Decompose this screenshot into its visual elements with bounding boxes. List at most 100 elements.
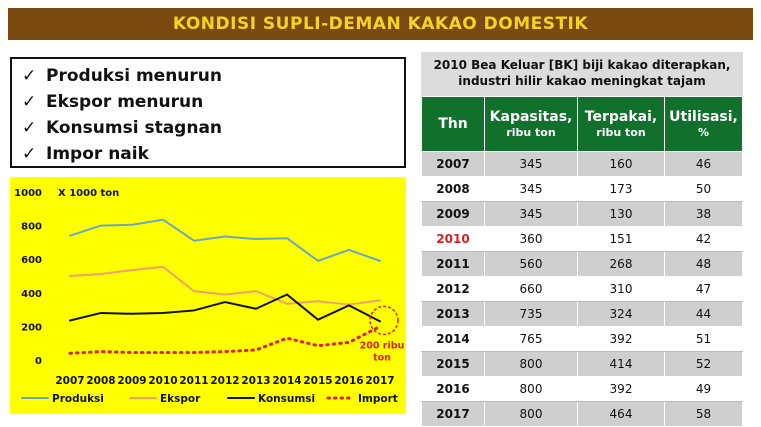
series-line-ekspor [69,265,381,306]
table-row: 2008 345 173 50 [421,176,743,202]
checklist-item-label: Ekspor menurun [46,92,204,112]
cell-utilization: 44 [664,301,743,327]
cell-utilization: 52 [664,351,743,377]
x-tick-label: 2009 [117,375,146,387]
table-row: 2011 560 268 48 [421,251,743,277]
x-tick-label: 2011 [179,375,208,387]
table-row: 2010 360 151 42 [421,226,743,252]
cell-used: 464 [577,401,665,427]
series-line-import [68,324,382,355]
cell-capacity: 800 [484,401,578,427]
cell-capacity: 800 [484,351,578,377]
header-used: Terpakai, ribu ton [577,96,665,152]
cell-capacity: 345 [484,176,578,202]
y-tick-label: 400 [21,289,42,300]
cell-utilization: 48 [664,251,743,277]
annotation-label: 200 ribu [360,340,405,351]
cell-utilization: 49 [664,376,743,402]
capacity-table: Thn Kapasitas, ribu ton Terpakai, ribu ton… [421,96,743,427]
checklist-item: ✓ Impor naik [22,141,404,167]
table-row: 2012 660 310 47 [421,276,743,302]
header-year: Thn [421,96,485,152]
legend-label: Import [358,393,398,405]
caption-line-2: industri hilir kakao meningkat tajam [458,74,706,88]
header-utilization: Utilisasi,% [664,96,743,152]
cell-year: 2015 [421,351,485,377]
cell-capacity: 660 [484,276,578,302]
cell-used: 151 [577,226,665,252]
x-tick-label: 2008 [86,375,115,387]
cell-used: 392 [577,376,665,402]
table-row: 2014 765 392 51 [421,326,743,352]
annotation-circle [369,305,399,336]
check-icon: ✓ [22,66,37,86]
cell-year: 2012 [421,276,485,302]
x-tick-label: 2013 [241,375,270,387]
cell-used: 392 [577,326,665,352]
legend-label: Ekspor [160,393,201,405]
cell-capacity: 345 [484,151,578,177]
header-capacity: Kapasitas, ribu ton [484,96,578,152]
cell-capacity: 360 [484,226,578,252]
cell-utilization: 38 [664,201,743,227]
table-row: 2007 345 160 46 [421,151,743,177]
cell-capacity: 800 [484,376,578,402]
check-icon: ✓ [22,144,37,164]
cell-capacity: 345 [484,201,578,227]
cell-capacity: 560 [484,251,578,277]
page-title: KONDISI SUPLI-DEMAN KAKAO DOMESTIK [172,14,589,34]
series-line-konsumsi [69,293,381,323]
supply-demand-chart: 0 200 400 600 800 1000 X 1000 ton 2007 2008 2009 2… [10,177,406,414]
cell-used: 160 [577,151,665,177]
cell-utilization: 42 [664,226,743,252]
cell-year: 2007 [421,151,485,177]
y-tick-label: 800 [21,222,42,233]
cell-year: 2011 [421,251,485,277]
check-icon: ✓ [22,118,37,138]
x-tick-label: 2016 [334,375,363,387]
checklist-item-label: Konsumsi stagnan [46,118,223,138]
cell-utilization: 46 [664,151,743,177]
cell-year: 2016 [421,376,485,402]
cell-year: 2008 [421,176,485,202]
unit-label: X 1000 ton [58,188,119,199]
table-header-row: Thn Kapasitas, ribu ton Terpakai, ribu ton… [421,96,743,152]
legend-label: Konsumsi [258,393,315,405]
cell-year: 2009 [421,201,485,227]
x-tick-label: 2015 [303,375,332,387]
checklist-item: ✓ Ekspor menurun [22,89,404,115]
y-tick-label: 1000 [14,188,42,199]
x-tick-label: 2017 [365,375,394,387]
check-icon: ✓ [22,92,37,112]
x-tick-label: 2007 [55,375,84,387]
cell-year: 2017 [421,401,485,427]
legend-label: Produksi [52,393,104,405]
annotation-label: ton [373,352,391,363]
cell-used: 414 [577,351,665,377]
table-row: 2013 735 324 44 [421,301,743,327]
cell-used: 130 [577,201,665,227]
page-title-banner: KONDISI SUPLI-DEMAN KAKAO DOMESTIK [8,8,753,40]
cell-utilization: 47 [664,276,743,302]
series-line-produksi [69,218,381,262]
cell-year: 2013 [421,301,485,327]
checklist-item-label: Produksi menurun [46,66,223,86]
cell-utilization: 51 [664,326,743,352]
industry-capacity-table: 2010 Bea Keluar [BK] biji kakao diterapk… [421,52,743,427]
cell-capacity: 735 [484,301,578,327]
cell-used: 324 [577,301,665,327]
table-row: 2015 800 414 52 [421,351,743,377]
cell-used: 268 [577,251,665,277]
cell-utilization: 58 [664,401,743,427]
y-tick-label: 0 [35,356,42,367]
table-caption: 2010 Bea Keluar [BK] biji kakao diterapk… [421,52,743,96]
table-row: 2016 800 392 49 [421,376,743,402]
x-tick-label: 2010 [148,375,177,387]
cell-year: 2014 [421,326,485,352]
y-tick-label: 600 [21,255,42,266]
caption-line-1: 2010 Bea Keluar [BK] biji kakao diterapk… [433,58,731,72]
table-row: 2009 345 130 38 [421,201,743,227]
checklist-item-label: Impor naik [46,144,149,164]
checklist-item: ✓ Produksi menurun [22,63,404,89]
